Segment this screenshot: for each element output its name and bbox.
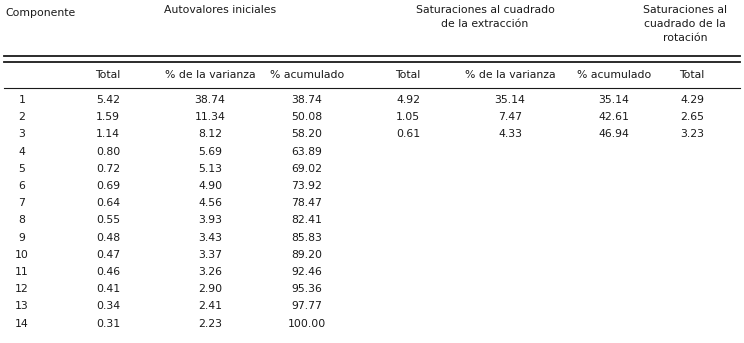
- Text: 69.02: 69.02: [292, 164, 322, 174]
- Text: 73.92: 73.92: [292, 181, 322, 191]
- Text: 3.93: 3.93: [198, 215, 222, 225]
- Text: 4.90: 4.90: [198, 181, 222, 191]
- Text: 4.33: 4.33: [498, 129, 522, 139]
- Text: 42.61: 42.61: [599, 112, 629, 122]
- Text: 5.69: 5.69: [198, 146, 222, 157]
- Text: 7.47: 7.47: [498, 112, 522, 122]
- Text: 1: 1: [19, 95, 25, 105]
- Text: 2.90: 2.90: [198, 284, 222, 294]
- Text: 3: 3: [19, 129, 25, 139]
- Text: 35.14: 35.14: [599, 95, 629, 105]
- Text: 13: 13: [15, 301, 29, 311]
- Text: 8.12: 8.12: [198, 129, 222, 139]
- Text: 97.77: 97.77: [292, 301, 322, 311]
- Text: 3.37: 3.37: [198, 250, 222, 260]
- Text: 38.74: 38.74: [195, 95, 225, 105]
- Text: 100.00: 100.00: [288, 319, 326, 329]
- Text: 0.72: 0.72: [96, 164, 120, 174]
- Text: 92.46: 92.46: [292, 267, 322, 277]
- Text: 5.42: 5.42: [96, 95, 120, 105]
- Text: 0.55: 0.55: [96, 215, 120, 225]
- Text: 14: 14: [15, 319, 29, 329]
- Text: 38.74: 38.74: [292, 95, 322, 105]
- Text: 4.56: 4.56: [198, 198, 222, 208]
- Text: Autovalores iniciales: Autovalores iniciales: [164, 5, 276, 15]
- Text: 89.20: 89.20: [292, 250, 322, 260]
- Text: 11: 11: [15, 267, 29, 277]
- Text: 4: 4: [19, 146, 25, 157]
- Text: 4.29: 4.29: [680, 95, 704, 105]
- Text: 0.69: 0.69: [96, 181, 120, 191]
- Text: 63.89: 63.89: [292, 146, 322, 157]
- Text: 0.47: 0.47: [96, 250, 120, 260]
- Text: 0.64: 0.64: [96, 198, 120, 208]
- Text: 58.20: 58.20: [292, 129, 322, 139]
- Text: 3.23: 3.23: [680, 129, 704, 139]
- Text: % acumulado: % acumulado: [577, 70, 651, 80]
- Text: 7: 7: [19, 198, 25, 208]
- Text: 3.43: 3.43: [198, 233, 222, 243]
- Text: 0.31: 0.31: [96, 319, 120, 329]
- Text: 0.46: 0.46: [96, 267, 120, 277]
- Text: 78.47: 78.47: [292, 198, 322, 208]
- Text: Total: Total: [95, 70, 121, 80]
- Text: 2.41: 2.41: [198, 301, 222, 311]
- Text: 6: 6: [19, 181, 25, 191]
- Text: 95.36: 95.36: [292, 284, 322, 294]
- Text: 1.05: 1.05: [396, 112, 420, 122]
- Text: 5.13: 5.13: [198, 164, 222, 174]
- Text: 5: 5: [19, 164, 25, 174]
- Text: Componente: Componente: [5, 8, 75, 18]
- Text: 3.26: 3.26: [198, 267, 222, 277]
- Text: 0.41: 0.41: [96, 284, 120, 294]
- Text: % acumulado: % acumulado: [270, 70, 344, 80]
- Text: 9: 9: [19, 233, 25, 243]
- Text: 0.34: 0.34: [96, 301, 120, 311]
- Text: 0.80: 0.80: [96, 146, 120, 157]
- Text: 50.08: 50.08: [292, 112, 323, 122]
- Text: 0.48: 0.48: [96, 233, 120, 243]
- Text: 0.61: 0.61: [396, 129, 420, 139]
- Text: Saturaciones al
cuadrado de la
rotación: Saturaciones al cuadrado de la rotación: [643, 5, 727, 43]
- Text: 1.14: 1.14: [96, 129, 120, 139]
- Text: 1.59: 1.59: [96, 112, 120, 122]
- Text: Saturaciones al cuadrado
de la extracción: Saturaciones al cuadrado de la extracció…: [416, 5, 554, 29]
- Text: 12: 12: [15, 284, 29, 294]
- Text: 10: 10: [15, 250, 29, 260]
- Text: % de la varianza: % de la varianza: [164, 70, 255, 80]
- Text: Total: Total: [679, 70, 705, 80]
- Text: % de la varianza: % de la varianza: [465, 70, 555, 80]
- Text: Total: Total: [395, 70, 420, 80]
- Text: 4.92: 4.92: [396, 95, 420, 105]
- Text: 82.41: 82.41: [292, 215, 322, 225]
- Text: 2: 2: [19, 112, 25, 122]
- Text: 46.94: 46.94: [599, 129, 629, 139]
- Text: 85.83: 85.83: [292, 233, 322, 243]
- Text: 35.14: 35.14: [495, 95, 525, 105]
- Text: 2.65: 2.65: [680, 112, 704, 122]
- Text: 11.34: 11.34: [195, 112, 225, 122]
- Text: 8: 8: [19, 215, 25, 225]
- Text: 2.23: 2.23: [198, 319, 222, 329]
